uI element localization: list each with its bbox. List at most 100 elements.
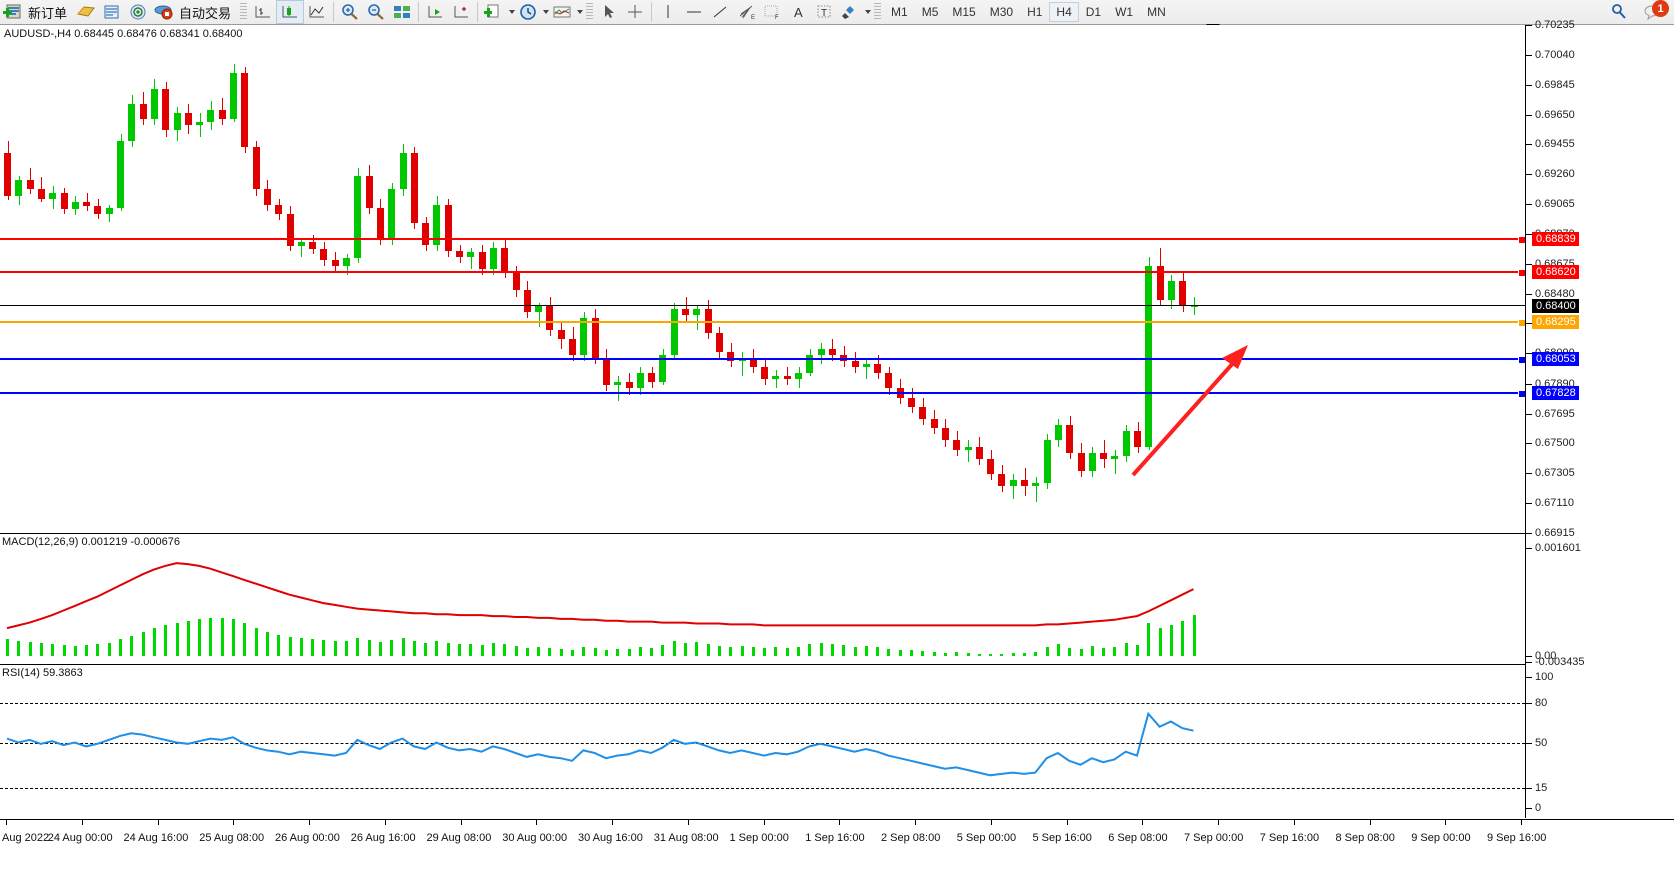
toolbar-grip[interactable] [874, 3, 882, 21]
candle-body [1179, 281, 1187, 306]
price-level-label-current-price[interactable]: 0.68400 [1532, 298, 1579, 313]
toolbar-grip[interactable] [240, 3, 248, 21]
timeframe-h4[interactable]: H4 [1049, 2, 1079, 22]
macd-histogram-bar [819, 643, 823, 656]
equidistant-icon[interactable]: F [759, 1, 785, 23]
hline-icon[interactable] [681, 1, 707, 23]
line-chart-icon[interactable] [304, 1, 330, 23]
timeframe-m30[interactable]: M30 [983, 2, 1020, 22]
macd-tick-label: -0.003435 [1535, 656, 1585, 668]
candle-body [162, 88, 170, 130]
macd-histogram-bar [672, 641, 676, 656]
chart-shift-icon[interactable] [422, 1, 448, 23]
macd-histogram-bar [1011, 653, 1015, 656]
price-level-label-resistance-upper[interactable]: 0.68839 [1532, 231, 1579, 246]
price-level-line-support-upper[interactable] [0, 355, 1525, 364]
price-level-label-pivot[interactable]: 0.68295 [1532, 314, 1579, 329]
indicators-dropdown-icon[interactable] [577, 10, 584, 14]
symbol-ohlc-label: AUDUSD-,H4 0.68445 0.68476 0.68341 0.684… [4, 28, 243, 40]
price-pane[interactable]: AUDUSD-,H4 0.68445 0.68476 0.68341 0.684… [0, 25, 1525, 534]
svg-text:E: E [751, 15, 755, 21]
price-level-line-current-price[interactable] [0, 304, 1525, 306]
timeframe-m5[interactable]: M5 [915, 2, 946, 22]
candle-body [772, 376, 780, 380]
zoom-out-icon[interactable] [363, 1, 389, 23]
price-axis[interactable]: 0.70235 0.70040 0.69845 0.69650 0.69455 0.692… [1525, 19, 1674, 818]
new-order-label[interactable]: 新订单 [28, 5, 68, 21]
price-level-handle[interactable] [1518, 355, 1525, 364]
market-watch-icon[interactable] [99, 1, 125, 23]
trend-arrow-icon[interactable] [0, 25, 1525, 533]
timeframe-d1[interactable]: D1 [1079, 2, 1108, 22]
macd-histogram-bar [1079, 648, 1083, 656]
macd-histogram-bar [955, 652, 959, 656]
shapes-dropdown-icon[interactable] [865, 10, 872, 14]
candle-body [184, 112, 192, 126]
period-icon[interactable] [515, 1, 541, 23]
crosshair-icon[interactable] [622, 1, 648, 23]
candlestick-chart-icon[interactable] [276, 0, 305, 24]
macd-histogram-bar [198, 618, 202, 656]
candle-body [128, 103, 136, 141]
fibonacci-icon[interactable]: E [733, 1, 759, 23]
candle-body [625, 382, 633, 389]
auto-scroll-icon[interactable] [448, 1, 474, 23]
new-order-icon[interactable] [0, 1, 26, 23]
shapes-icon[interactable] [837, 1, 863, 23]
price-level-line-resistance-lower[interactable] [0, 269, 1525, 278]
chart-area[interactable]: AUDUSD-,H4 0.68445 0.68476 0.68341 0.684… [0, 19, 1674, 870]
candle-body [60, 192, 68, 210]
price-level-label-support-upper[interactable]: 0.68053 [1532, 351, 1579, 366]
macd-pane[interactable]: MACD(12,26,9) 0.001219 -0.000676 [0, 534, 1525, 665]
auto-trading-icon[interactable] [151, 1, 177, 23]
candle-body [1134, 431, 1141, 447]
candle-body [501, 247, 509, 273]
templates-icon[interactable] [481, 1, 507, 23]
search-icon[interactable] [1606, 1, 1632, 23]
time-tick [1218, 820, 1219, 825]
time-tick [309, 820, 310, 825]
label-icon[interactable]: T [811, 1, 837, 23]
tile-windows-icon[interactable] [389, 1, 415, 23]
price-level-handle[interactable] [1518, 235, 1525, 244]
price-level-label-resistance-lower[interactable]: 0.68620 [1532, 265, 1579, 280]
bar-chart-icon[interactable] [250, 1, 276, 23]
macd-histogram-bar [1113, 646, 1117, 656]
text-icon[interactable]: A [785, 1, 811, 23]
tf-label-w1: W1 [1115, 5, 1134, 19]
price-level-handle[interactable] [1518, 318, 1525, 327]
timeframe-mn[interactable]: MN [1140, 2, 1173, 22]
candle-body [444, 204, 452, 251]
navigator-icon[interactable] [125, 1, 151, 23]
toolbar-grip[interactable] [586, 3, 594, 21]
price-level-line-resistance-upper[interactable] [0, 235, 1525, 244]
axis-tick [1526, 662, 1532, 663]
timeframe-m1[interactable]: M1 [884, 2, 915, 22]
macd-histogram-bar [966, 653, 970, 656]
axis-tick [1526, 84, 1532, 86]
price-level-handle[interactable] [1518, 390, 1525, 399]
timeframe-h1[interactable]: H1 [1020, 2, 1049, 22]
indicators-icon[interactable] [549, 1, 575, 23]
price-level-line-pivot[interactable] [0, 318, 1525, 327]
vline-icon[interactable] [655, 1, 681, 23]
candle-body [761, 366, 769, 380]
timeframe-m15[interactable]: M15 [945, 2, 982, 22]
zoom-in-icon[interactable] [337, 1, 363, 23]
auto-trading-label[interactable]: 自动交易 [179, 5, 232, 21]
candle-body [4, 152, 11, 196]
trendline-icon[interactable] [707, 1, 733, 23]
price-level-label-support-lower[interactable]: 0.67828 [1532, 386, 1579, 401]
templates-dropdown-icon[interactable] [509, 10, 516, 14]
period-dropdown-icon[interactable] [543, 10, 550, 14]
time-tick-label: 7 Sep 16:00 [1259, 832, 1320, 844]
price-level-line-support-lower[interactable] [0, 390, 1525, 399]
notification-icon[interactable]: 1 [1640, 0, 1669, 23]
rsi-pane[interactable]: RSI(14) 59.3863 [0, 665, 1525, 818]
price-level-handle[interactable] [1518, 269, 1525, 278]
time-tick [157, 820, 159, 825]
tf-label-m30: M30 [989, 5, 1014, 19]
cursor-icon[interactable] [596, 1, 622, 23]
profiles-icon[interactable] [73, 1, 99, 23]
timeframe-w1[interactable]: W1 [1108, 2, 1140, 22]
